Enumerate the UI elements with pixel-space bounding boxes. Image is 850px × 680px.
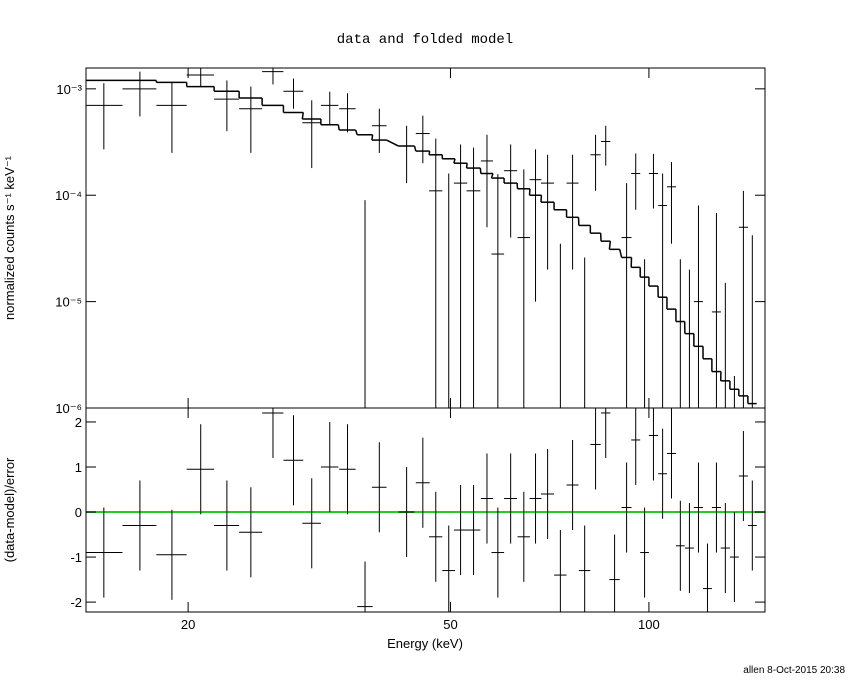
model-step-riser	[608, 241, 612, 250]
footer: allen 8-Oct-2015 20:38	[743, 665, 845, 676]
model-step-riser	[386, 139, 399, 147]
model-step-riser	[490, 173, 494, 179]
bottom-panel-marks	[86, 408, 765, 612]
plot-frame	[85, 67, 766, 409]
x-tick-label: 100	[638, 617, 660, 632]
top-panel-marks	[86, 68, 757, 408]
y-tick-label: 10⁻⁵	[55, 295, 82, 310]
x-tick-label: 20	[181, 617, 195, 632]
y-tick-label: 10⁻³	[56, 82, 82, 97]
y-tick-label: 2	[75, 415, 82, 430]
y-tick-label: 0	[75, 505, 82, 520]
y-tick-label: 10⁻⁴	[55, 188, 82, 203]
model-step-riser	[354, 129, 358, 136]
axes: 10⁻⁶ 10⁻⁵ 10⁻⁴ 10⁻³ 20 50 100 -2 -1 0 1 2	[55, 67, 766, 632]
model-step-riser	[465, 163, 468, 169]
y-tick-label: -2	[70, 595, 82, 610]
chart-title: data and folded model	[337, 32, 513, 48]
model-step-riser	[479, 167, 482, 174]
model-step-riser	[618, 249, 623, 258]
plot-frame	[85, 407, 766, 613]
model-step-riser	[413, 145, 417, 152]
model-step-riser	[337, 124, 340, 131]
x-axis-label: Energy (keV)	[387, 636, 463, 651]
x-tick-label: 50	[443, 617, 457, 632]
y-axis-label: (data-model)/error	[2, 457, 17, 562]
y-tick-label: 1	[75, 460, 82, 475]
model-step-riser	[301, 112, 304, 120]
y-tick-label: 10⁻⁶	[55, 401, 82, 416]
y-tick-label: -1	[70, 550, 82, 565]
y-axis-label: normalized counts s⁻¹ keV⁻¹	[2, 155, 17, 320]
model-step-riser	[371, 134, 374, 141]
